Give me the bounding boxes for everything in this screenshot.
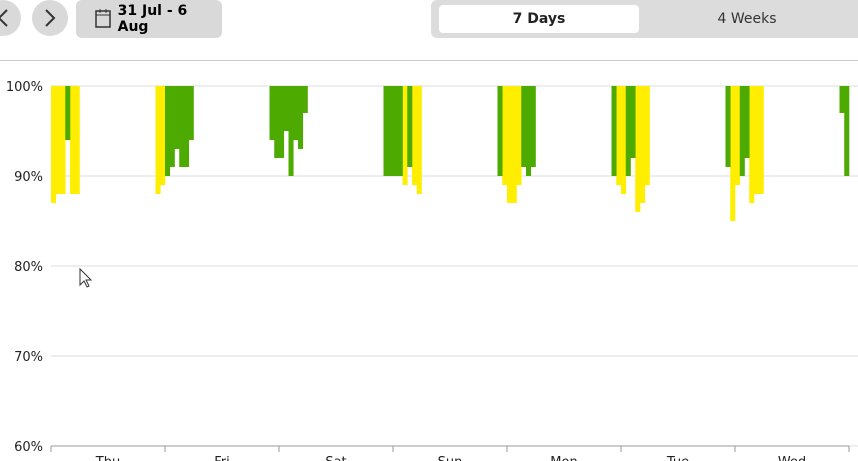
bar: [497, 86, 503, 176]
bar: [644, 86, 650, 185]
bar: [393, 86, 399, 176]
bar: [616, 86, 622, 185]
bar: [269, 86, 275, 140]
date-range: 31 Jul - 6 Aug: [117, 3, 188, 35]
bar: [288, 86, 294, 176]
y-tick-label: 60%: [14, 440, 43, 455]
bar: [155, 86, 161, 194]
bar: [188, 86, 194, 140]
bar: [298, 86, 304, 149]
bar: [302, 86, 308, 113]
bar: [65, 86, 71, 140]
bar: [70, 86, 76, 194]
y-tick-label: 90%: [14, 170, 43, 185]
bar: [754, 86, 760, 194]
y-tick-label: 100%: [6, 80, 43, 95]
bar: [739, 86, 745, 176]
bar: [383, 86, 389, 176]
bar: [293, 86, 299, 140]
y-tick-label: 70%: [14, 350, 43, 365]
bar: [621, 86, 627, 194]
bar: [735, 86, 741, 185]
bar: [179, 86, 185, 167]
bar: [274, 86, 280, 158]
bar: [416, 86, 422, 194]
divider: [0, 60, 858, 61]
bar: [611, 86, 617, 176]
bar: [279, 86, 285, 158]
bar: [640, 86, 646, 203]
bar: [74, 86, 80, 194]
next-button[interactable]: [32, 0, 68, 36]
bar: [407, 86, 413, 167]
bar: [412, 86, 418, 185]
bar: [160, 86, 166, 185]
bar: [502, 86, 508, 185]
bar: [60, 86, 66, 194]
bar: [749, 86, 755, 203]
bar: [625, 86, 631, 176]
bar: [397, 86, 403, 176]
tab[interactable]: 7 Days: [439, 5, 639, 33]
calendar-icon: [95, 9, 111, 28]
bar: [530, 86, 536, 167]
bar: [402, 86, 408, 185]
prev-icon: [0, 9, 8, 27]
bar: [511, 86, 517, 203]
bar: [521, 86, 527, 167]
x-tick-label: Sun: [438, 455, 463, 461]
bar: [758, 86, 764, 194]
bar: [55, 86, 61, 194]
x-tick-label: Tue: [666, 455, 689, 461]
bar: [184, 86, 190, 167]
bar: [839, 86, 845, 113]
bar: [507, 86, 513, 203]
bar: [635, 86, 641, 212]
x-tick-label: Mon: [550, 455, 577, 461]
next-icon: [45, 9, 56, 27]
bar: [725, 86, 731, 167]
bar: [174, 86, 180, 149]
bar: [526, 86, 532, 176]
bar: [169, 86, 175, 167]
bar: [516, 86, 522, 185]
bar: [730, 86, 736, 221]
bar: [283, 86, 289, 131]
mouse-cursor: [79, 267, 93, 288]
prev-button[interactable]: [0, 0, 21, 36]
tab[interactable]: 4 Weeks: [717, 11, 777, 27]
bar: [165, 86, 171, 176]
bar: [630, 86, 636, 158]
bar: [51, 86, 57, 203]
x-tick-label: Thu: [95, 455, 120, 461]
date-range-button[interactable]: 31 Jul - 6 Aug: [76, 0, 222, 38]
x-tick-label: Fri: [214, 455, 230, 461]
x-tick-label: Wed: [778, 455, 806, 461]
bar: [744, 86, 750, 158]
bar: [844, 86, 850, 176]
y-tick-label: 80%: [14, 260, 43, 275]
bar: [388, 86, 394, 176]
x-tick-label: Sat: [325, 455, 346, 461]
range-switch: 7 Days 4 Weeks: [431, 0, 858, 38]
